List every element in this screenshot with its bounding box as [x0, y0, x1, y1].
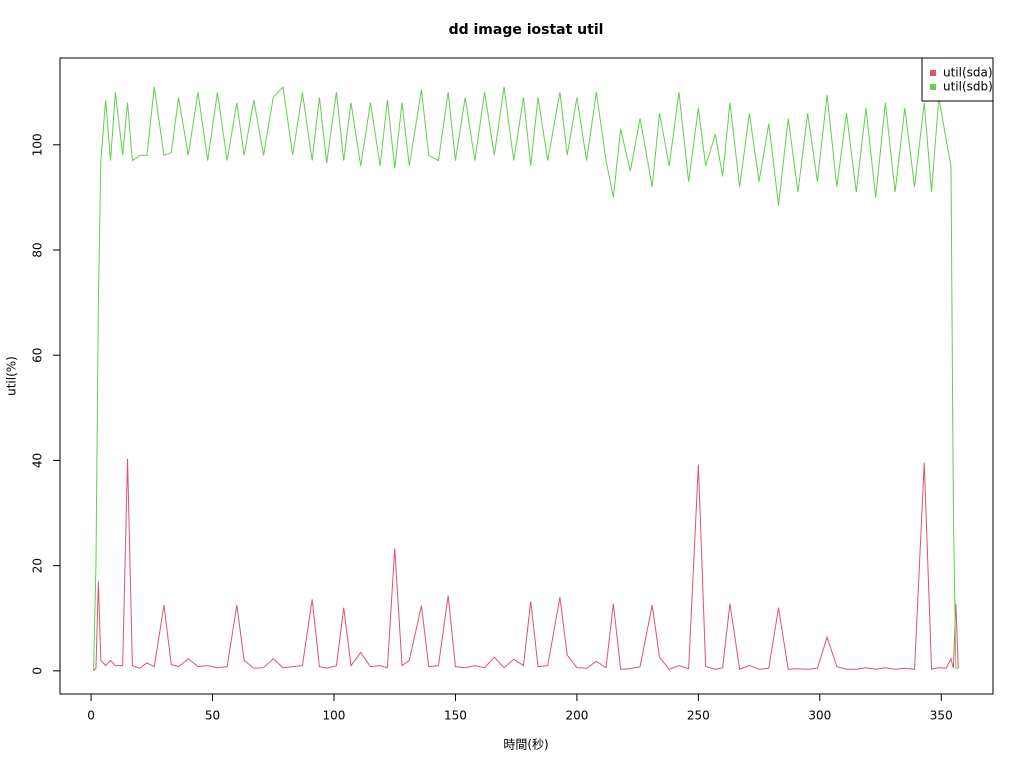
legend-swatch	[930, 84, 936, 90]
legend-swatch	[930, 70, 936, 76]
x-tick-label: 200	[565, 709, 588, 723]
series-line	[93, 458, 959, 672]
x-tick-label: 0	[87, 709, 95, 723]
plot-box	[59, 57, 994, 695]
x-tick-label: 250	[687, 709, 710, 723]
y-tick-label: 0	[31, 667, 45, 675]
x-tick-label: 350	[930, 709, 953, 723]
legend-box	[921, 57, 994, 102]
x-axis-label: 時間(秒)	[503, 738, 548, 752]
x-tick-label: 50	[205, 709, 220, 723]
y-axis-label: util(%)	[5, 356, 19, 396]
legend-label: util(sdb)	[943, 80, 993, 94]
y-tick-label: 60	[31, 348, 45, 363]
y-tick-label: 20	[31, 558, 45, 573]
x-tick-label: 100	[323, 709, 346, 723]
chart-title: dd image iostat util	[449, 22, 604, 38]
y-tick-label: 100	[31, 133, 45, 156]
y-tick-label: 40	[31, 453, 45, 468]
x-tick-label: 300	[808, 709, 831, 723]
x-tick-label: 150	[444, 709, 467, 723]
series-line	[93, 85, 959, 671]
y-tick-label: 80	[31, 242, 45, 257]
legend-label: util(sda)	[943, 66, 993, 80]
